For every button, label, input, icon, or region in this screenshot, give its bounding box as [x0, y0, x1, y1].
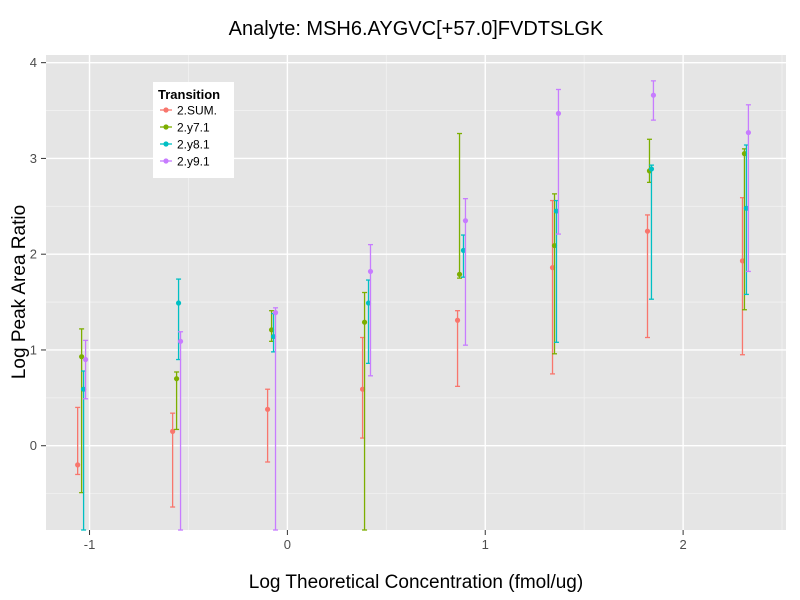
- data-point: [456, 271, 463, 277]
- legend-item: 2.y8.1: [160, 138, 210, 152]
- legend-item: 2.y9.1: [160, 155, 210, 169]
- data-point: [648, 166, 655, 172]
- data-point: [268, 327, 275, 333]
- legend-label: 2.y7.1: [177, 121, 210, 135]
- legend-items: 2.SUM. 2.y7.1 2.y8.1 2.y9.1: [160, 104, 217, 169]
- data-point: [367, 268, 374, 275]
- legend-label: 2.SUM.: [177, 104, 217, 118]
- data-point: [454, 317, 461, 323]
- legend-key-point: [163, 141, 169, 147]
- series-2.y7.1: [79, 132, 748, 531]
- data-point: [739, 258, 746, 264]
- data-point: [272, 310, 279, 316]
- legend-label: 2.y9.1: [177, 155, 210, 169]
- x-tick-label: 2: [679, 537, 686, 552]
- data-point: [743, 205, 750, 211]
- legend-item: 2.SUM.: [160, 104, 217, 118]
- data-point: [175, 300, 182, 306]
- data-point: [365, 300, 372, 306]
- chart-title: Analyte: MSH6.AYGVC[+57.0]FVDTSLGK: [229, 18, 604, 40]
- series-2.SUM.: [75, 197, 746, 508]
- data-point: [555, 110, 562, 117]
- data-point: [551, 242, 558, 249]
- legend: Transition 2.SUM. 2.y7.1 2.y8.1 2.y9.1: [153, 82, 234, 178]
- data-point: [359, 386, 366, 392]
- legend-title: Transition: [158, 87, 220, 102]
- data-point: [265, 406, 271, 412]
- data-point: [82, 356, 89, 363]
- legend-key-point: [163, 158, 169, 164]
- legend-label: 2.y8.1: [177, 138, 210, 152]
- data-point: [75, 462, 81, 468]
- y-tick-label: 2: [30, 247, 37, 262]
- y-axis-label: Log Peak Area Ratio: [9, 205, 30, 379]
- x-axis: -1 0 1 2: [84, 530, 687, 552]
- legend-key-point: [163, 124, 169, 130]
- y-tick-label: 3: [30, 151, 37, 166]
- data-point: [650, 92, 657, 98]
- data-point: [79, 354, 85, 360]
- data-point: [745, 129, 752, 136]
- data-point: [644, 228, 651, 234]
- y-axis: 0 1 2 3 4: [30, 55, 46, 453]
- legend-key-point: [163, 107, 169, 113]
- series-2.y9.1: [82, 80, 752, 531]
- data-point: [270, 333, 277, 340]
- legend-item: 2.y7.1: [160, 121, 210, 135]
- data-point: [170, 428, 176, 434]
- x-tick-label: 0: [284, 537, 291, 552]
- data-point: [460, 247, 467, 253]
- grid-major: [46, 55, 786, 530]
- series-layer: [75, 80, 752, 531]
- data-point: [80, 386, 87, 392]
- y-tick-label: 0: [30, 438, 37, 453]
- data-point: [549, 265, 556, 271]
- grid-minor: [46, 55, 786, 530]
- data-point: [553, 208, 560, 214]
- data-point: [462, 218, 469, 224]
- x-tick-label: 1: [482, 537, 489, 552]
- data-point: [177, 338, 184, 344]
- y-tick-label: 4: [30, 55, 37, 70]
- data-point: [361, 319, 368, 325]
- data-point: [741, 151, 748, 157]
- data-point: [173, 376, 180, 382]
- y-tick-label: 1: [30, 342, 37, 357]
- x-tick-label: -1: [84, 537, 96, 552]
- x-axis-label: Log Theoretical Concentration (fmol/ug): [249, 572, 583, 593]
